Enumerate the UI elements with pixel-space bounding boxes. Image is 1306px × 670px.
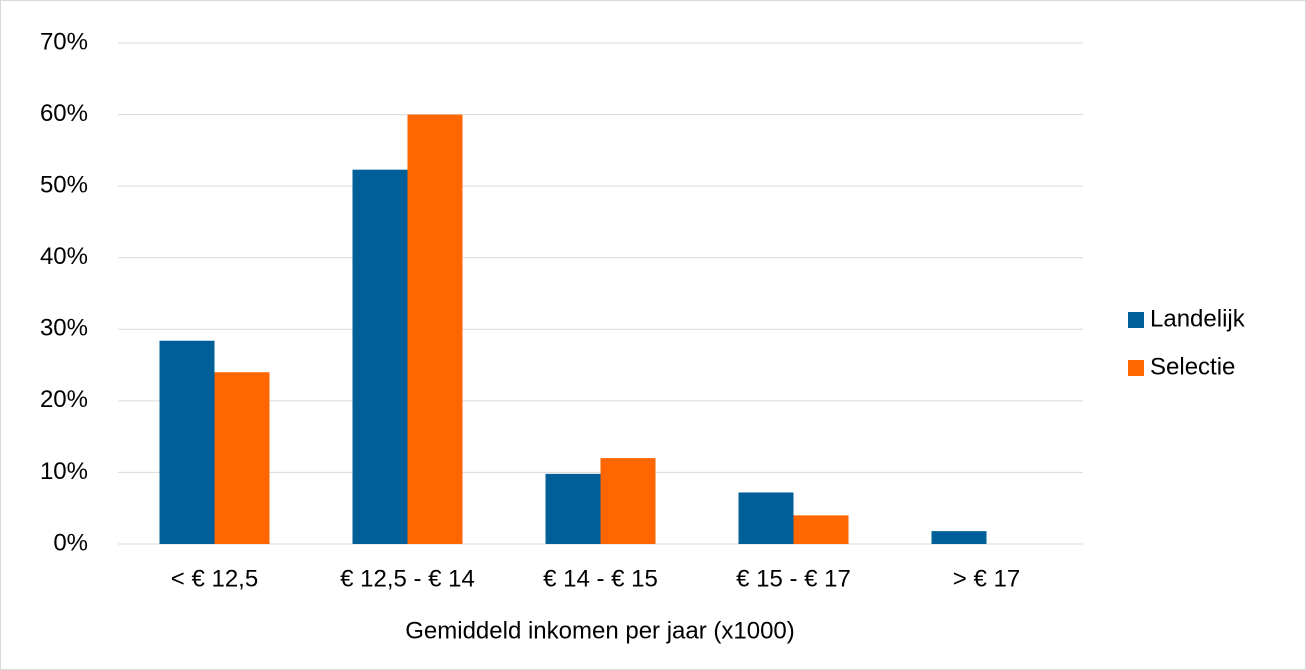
x-tick-label: < € 12,5: [171, 565, 258, 592]
y-tick-label: 10%: [40, 458, 88, 485]
bar: [545, 473, 601, 544]
bar: [931, 531, 987, 544]
x-tick-label: € 15 - € 17: [736, 565, 851, 592]
y-tick-label: 60%: [40, 100, 88, 127]
legend-label: Landelijk: [1150, 305, 1246, 332]
legend-swatch: [1128, 312, 1144, 328]
bar: [793, 515, 849, 544]
bar: [352, 169, 408, 544]
legend-swatch: [1128, 360, 1144, 376]
y-tick-label: 20%: [40, 386, 88, 413]
x-tick-label: > € 17: [953, 565, 1020, 592]
y-tick-label: 50%: [40, 171, 88, 198]
bar: [159, 340, 215, 544]
bar: [214, 372, 270, 544]
x-axis-title: Gemiddeld inkomen per jaar (x1000): [405, 617, 795, 644]
bar: [600, 458, 656, 544]
legend-label: Selectie: [1150, 353, 1235, 380]
y-tick-label: 40%: [40, 243, 88, 270]
bar: [738, 492, 794, 544]
y-tick-label: 30%: [40, 315, 88, 342]
bar: [407, 114, 463, 545]
x-tick-label: € 12,5 - € 14: [340, 565, 475, 592]
y-tick-label: 70%: [40, 28, 88, 55]
x-tick-label: € 14 - € 15: [543, 565, 658, 592]
y-tick-label: 0%: [53, 529, 88, 556]
